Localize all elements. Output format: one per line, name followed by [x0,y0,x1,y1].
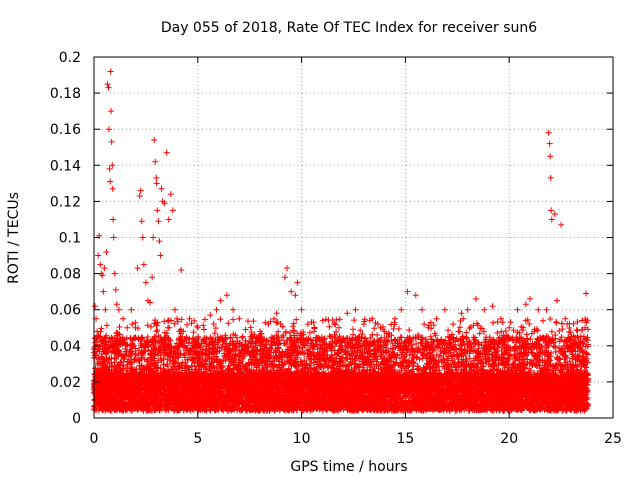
chart-title: Day 055 of 2018, Rate Of TEC Index for r… [161,20,537,36]
data-points [91,68,591,414]
